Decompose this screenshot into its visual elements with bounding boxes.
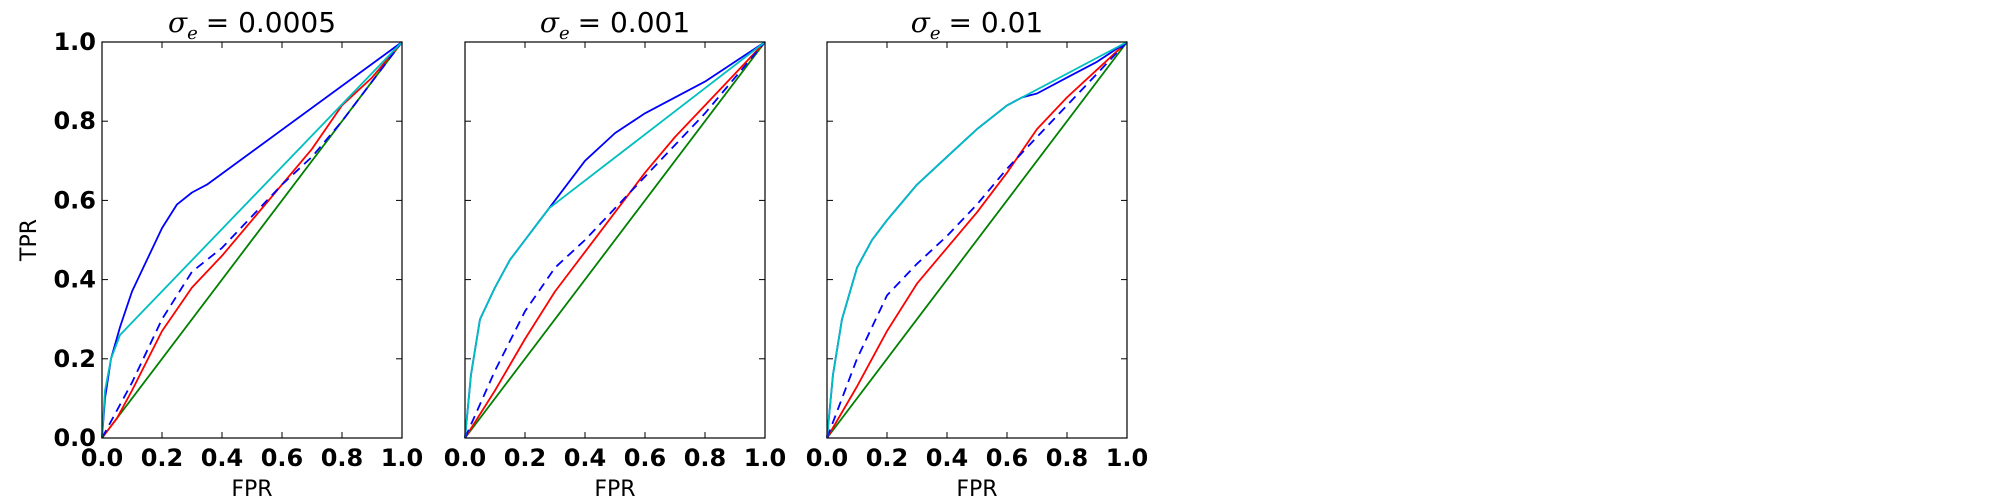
x-tick-label: 0.0 [81,444,124,472]
y-tick-label: 0.4 [53,266,96,294]
roc-curve-2-5 [464,41,766,439]
title-sigma: σ [911,6,931,39]
x-tick-label: 0.8 [1046,444,1089,472]
x-axis-label: FPR [956,477,997,500]
x-tick-label: 0.4 [926,444,969,472]
x-tick-label: 0.6 [986,444,1029,472]
roc-curve-2-2 [464,41,766,439]
plot-frame [101,41,403,439]
x-tick-label: 0.8 [684,444,727,472]
x-tick-label: 0.2 [866,444,909,472]
x-tick-label: 0.4 [564,444,607,472]
x-tick-label: 0.4 [201,444,244,472]
chart-title: σe = 0.01 [911,6,1044,44]
title-value: = 0.001 [578,6,691,39]
roc-curve-3-3 [826,41,1128,439]
title-subscript: e [559,23,570,44]
y-tick-label: 0.8 [53,107,96,135]
roc-curve-3-2 [826,41,1128,439]
roc-curve-3-5 [826,41,1128,439]
chart-title: σe = 0.001 [540,6,690,44]
plot-frame [464,41,766,439]
roc-curve-1-1 [101,41,403,439]
roc-curve-1-2 [101,41,403,439]
y-axis-label: TPR [17,219,42,262]
roc-panel-1: 0.0 0.2 0.4 0.6 0.8 1.0 0.0 0.2 0.4 0.6 0.8 1.0 FPR T… [17,6,423,500]
x-tick-label: 1.0 [1106,444,1149,472]
plot-frame [826,41,1128,439]
y-tick-label: 0.2 [53,345,96,373]
x-axis-label: FPR [231,477,272,500]
title-sigma: σ [168,6,188,39]
title-value: = 0.01 [949,6,1044,39]
x-tick-label: 0.6 [261,444,304,472]
x-axis-label: FPR [594,477,635,500]
x-tick-label: 1.0 [381,444,424,472]
x-tick-label: 0.2 [504,444,547,472]
title-subscript: e [187,23,198,44]
roc-curve-1-5 [101,41,403,439]
y-tick-label: 0.6 [53,186,96,214]
x-tick-label: 0.6 [624,444,667,472]
chart-title: σe = 0.0005 [168,6,336,44]
title-sigma: σ [540,6,560,39]
y-tick-label: 0.0 [53,424,96,452]
title-subscript: e [930,23,941,44]
x-tick-label: 0.0 [444,444,487,472]
roc-curve-3-1 [826,41,1128,439]
x-tick-label: 1.0 [744,444,787,472]
x-tick-label: 0.0 [806,444,849,472]
x-tick-label: 0.2 [141,444,184,472]
x-tick-label: 0.8 [321,444,364,472]
y-tick-label: 1.0 [53,28,96,56]
roc-panel-3: 0.0 0.2 0.4 0.6 0.8 1.0 FPR σe = 0.01 [806,6,1149,500]
roc-curve-2-3 [464,41,766,439]
roc-panel-2: 0.0 0.2 0.4 0.6 0.8 1.0 FPR σe = 0.001 [444,6,787,500]
title-value: = 0.0005 [206,6,336,39]
roc-curve-2-1 [464,41,766,439]
roc-curve-1-3 [101,41,403,439]
